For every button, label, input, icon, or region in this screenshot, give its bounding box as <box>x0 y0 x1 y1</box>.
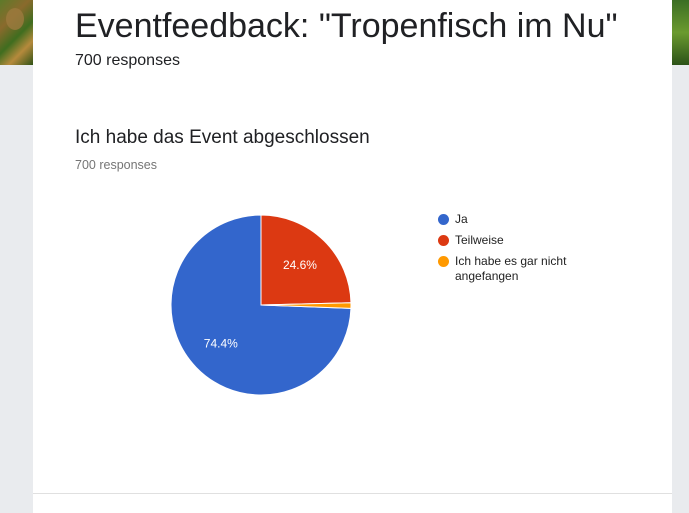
form-response-count: 700 responses <box>75 52 180 69</box>
legend-label-teilweise: Teilweise <box>455 233 504 247</box>
legend-dot-teilweise <box>438 235 449 246</box>
pie-slice-teilweise[interactable] <box>260 214 352 306</box>
legend-label-ja: Ja <box>455 212 468 226</box>
pie-label-teilweise: 24.6% <box>283 258 317 272</box>
chart-legend: Ja Teilweise Ich habe es gar nicht angef… <box>438 212 598 290</box>
header-banner-image-left <box>0 0 33 65</box>
legend-item-ja[interactable]: Ja <box>438 212 598 227</box>
question-title: Ich habe das Event abgeschlossen <box>75 127 370 148</box>
summary-card: Eventfeedback: "Tropenfisch im Nu" 700 r… <box>33 0 672 513</box>
question-response-count: 700 responses <box>75 158 158 172</box>
pie-label-ja: 74.4% <box>204 337 238 351</box>
pie-slice-nicht-angefangen[interactable] <box>260 302 352 309</box>
pie-chart[interactable]: 74.4% 24.6% <box>33 0 672 493</box>
legend-label-nicht-angefangen: Ich habe es gar nicht angefangen <box>455 254 567 283</box>
legend-item-nicht-angefangen[interactable]: Ich habe es gar nicht angefangen <box>438 254 598 284</box>
legend-dot-nicht-angefangen <box>438 256 449 267</box>
legend-item-teilweise[interactable]: Teilweise <box>438 233 598 248</box>
legend-dot-ja <box>438 214 449 225</box>
form-title: Eventfeedback: "Tropenfisch im Nu" <box>75 7 618 45</box>
header-banner-image-right <box>672 0 689 65</box>
card-divider <box>33 493 672 494</box>
